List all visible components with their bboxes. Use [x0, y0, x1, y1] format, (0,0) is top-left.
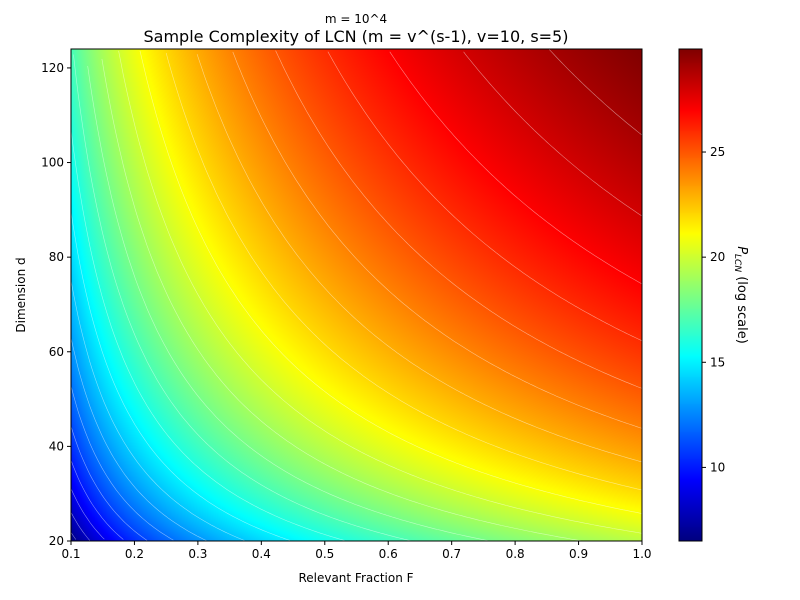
- x-tick-label: 1.0: [632, 547, 651, 561]
- colorbar-tick-label: 15: [710, 355, 725, 369]
- y-tick-label: 20: [49, 534, 64, 548]
- colorbar-tick-label: 20: [710, 250, 725, 264]
- colorbar-label-rest: (log scale): [734, 272, 749, 344]
- contour-line: [70, 460, 124, 540]
- colorbar-label-sub: LCN: [732, 254, 742, 272]
- contour-lines: [70, 49, 643, 542]
- contour-line: [70, 280, 245, 541]
- colorbar-frame: [678, 48, 703, 542]
- y-tick-label: 100: [41, 156, 64, 170]
- contour-line: [139, 50, 643, 514]
- colorbar-gradient: [679, 49, 702, 541]
- x-tick-label: 0.9: [569, 547, 588, 561]
- contour-line: [232, 51, 643, 429]
- contour-line: [87, 65, 490, 542]
- plot-area-frame: [70, 48, 643, 542]
- contour-line: [70, 488, 105, 540]
- figure-suptitle: m = 10^4: [325, 12, 387, 26]
- y-axis-label: Dimension d: [14, 257, 28, 332]
- contour-line: [70, 512, 91, 541]
- contour-line: [165, 53, 643, 491]
- contour-line: [70, 337, 207, 541]
- contour-line: [548, 49, 643, 136]
- contour-line: [275, 50, 643, 389]
- contour-line: [70, 130, 345, 541]
- contour-line: [70, 385, 174, 541]
- colorbar-axis: 10 15 20 25: [702, 145, 725, 474]
- y-tick-label: 120: [41, 61, 64, 75]
- contour-line: [73, 54, 412, 542]
- y-tick-label: 60: [49, 345, 64, 359]
- contour-line: [389, 51, 643, 285]
- colorbar-label: PLCN (log scale): [732, 246, 749, 344]
- x-axis: 0.1 0.2 0.3 0.4 0.5 0.6 0.7 0.8 0.9 1.0: [61, 541, 652, 561]
- x-tick-label: 0.6: [379, 547, 398, 561]
- y-tick-label: 40: [49, 439, 64, 453]
- x-axis-label: Relevant Fraction F: [298, 571, 413, 585]
- contour-line: [463, 51, 643, 217]
- contour-line: [70, 532, 77, 540]
- x-tick-label: 0.2: [125, 547, 144, 561]
- colorbar-tick-label: 10: [710, 460, 725, 474]
- y-tick-label: 80: [49, 250, 64, 264]
- x-tick-label: 0.7: [442, 547, 461, 561]
- x-tick-label: 0.5: [315, 547, 334, 561]
- heatmap-surface: [71, 49, 642, 541]
- contour-line: [118, 50, 643, 534]
- contour-line: [70, 426, 148, 541]
- contour-line: [70, 211, 290, 541]
- x-tick-label: 0.3: [188, 547, 207, 561]
- x-tick-label: 0.1: [61, 547, 80, 561]
- x-tick-label: 0.4: [252, 547, 271, 561]
- chart-title: Sample Complexity of LCN (m = v^(s-1), v…: [144, 27, 569, 46]
- contour-line: [196, 54, 643, 463]
- contour-line: [327, 51, 643, 342]
- y-axis: 20 40 60 80 100 120: [41, 61, 71, 548]
- x-tick-label: 0.8: [506, 547, 525, 561]
- contour-line: [101, 58, 583, 542]
- colorbar-tick-label: 25: [710, 145, 725, 159]
- colorbar-label-main: P: [734, 246, 749, 254]
